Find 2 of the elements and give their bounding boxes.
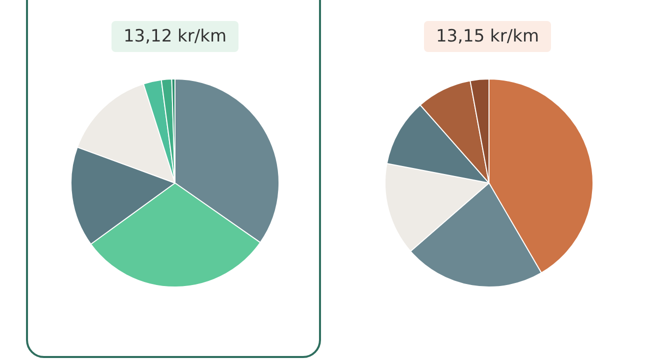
chart-subtitle: 13,15 kr/km xyxy=(436,26,540,46)
chart-subtitle: 13,12 kr/km xyxy=(123,26,227,46)
